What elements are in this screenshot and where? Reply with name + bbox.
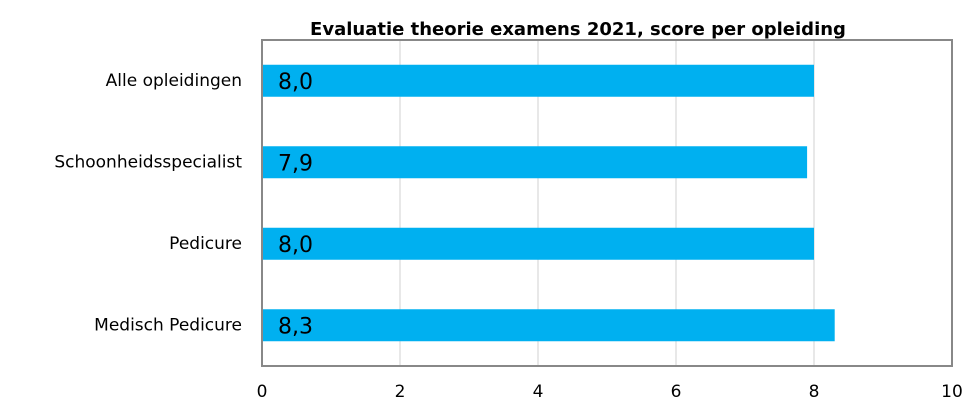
chart-title: Evaluatie theorie examens 2021, score pe…: [310, 19, 846, 40]
x-tick-label: 2: [395, 382, 406, 402]
y-tick-label: Schoonheidsspecialist: [54, 152, 242, 172]
y-tick-label: Medisch Pedicure: [94, 315, 242, 335]
bar: [262, 227, 814, 260]
bar: [262, 146, 808, 179]
value-label: 8,0: [278, 233, 313, 258]
x-tick-label: 0: [257, 382, 268, 402]
value-label: 8,3: [278, 314, 313, 339]
x-tick-label: 8: [809, 382, 820, 402]
bar: [262, 309, 835, 342]
x-tick-label: 6: [671, 382, 682, 402]
x-tick-label: 10: [941, 382, 963, 402]
value-label: 7,9: [278, 151, 313, 176]
y-tick-label: Pedicure: [169, 234, 242, 254]
value-label: 8,0: [278, 70, 313, 95]
plot-border: [261, 39, 953, 367]
bar: [262, 64, 814, 97]
x-tick-label: 4: [533, 382, 544, 402]
y-tick-label: Alle opleidingen: [106, 71, 242, 91]
